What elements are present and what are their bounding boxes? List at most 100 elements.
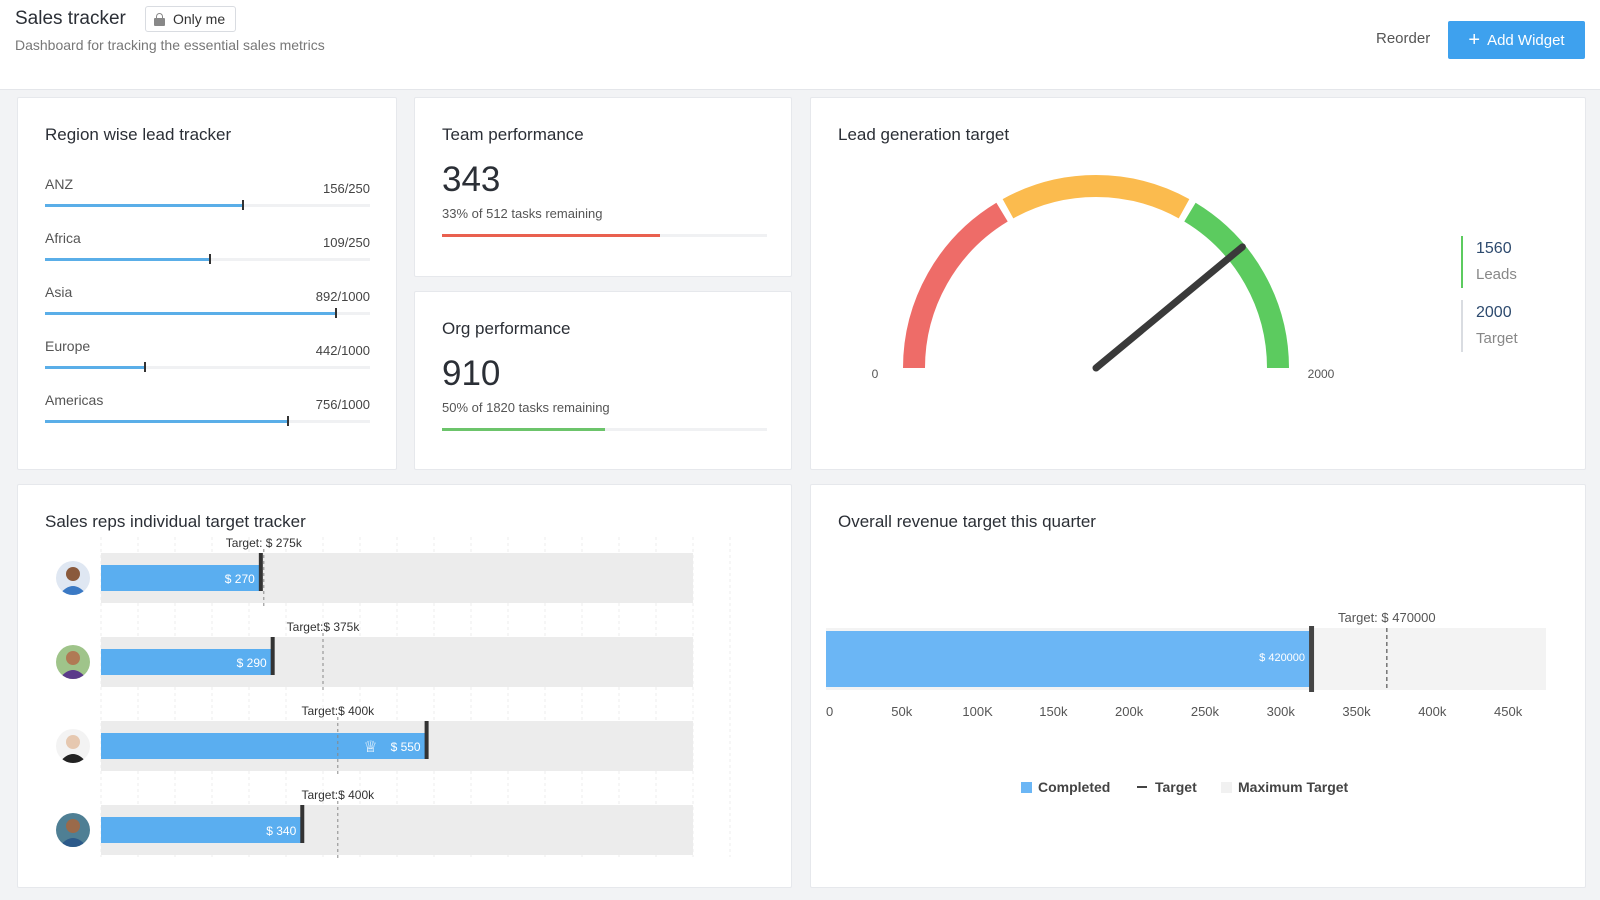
rep-value-bar: [101, 817, 303, 843]
region-progress-track: [45, 416, 370, 426]
leads-label: Leads: [1476, 266, 1517, 283]
legend-maximum-target[interactable]: Maximum Target: [1221, 779, 1348, 795]
reps-bullet-chart: Target: $ 275k $ 270 Target:$ 375k $ 290 Tar…: [100, 536, 731, 859]
gauge-segment-mid: [1002, 175, 1190, 219]
region-name: ANZ: [45, 176, 73, 192]
region-value: 109/250: [323, 235, 370, 250]
legend-swatch-maximum: [1221, 781, 1232, 793]
region-progress-track: [45, 308, 370, 318]
region-name: Europe: [45, 338, 91, 354]
legend-swatch-target: [1137, 786, 1147, 788]
lead-gauge: 0 2000: [872, 175, 1335, 381]
region-value: 442/1000: [315, 343, 370, 358]
org-progress-fill: [442, 428, 605, 431]
rep-value-marker: [270, 637, 275, 675]
region-progress-fill: [45, 420, 288, 423]
team-progress-track: [442, 234, 767, 237]
region-target-marker: [287, 416, 290, 426]
lock-icon: [154, 12, 165, 26]
revenue-x-tick-label: 0: [826, 704, 833, 719]
region-target-marker: [209, 254, 212, 264]
region-progress-fill: [45, 258, 210, 261]
region-row: Europe 442/1000: [45, 338, 370, 378]
region-name: Africa: [45, 230, 81, 246]
revenue-completed-bar: [826, 631, 1312, 687]
revenue-x-tick-label: 300k: [1267, 704, 1296, 719]
revenue-x-tick-label: 50k: [891, 704, 912, 719]
revenue-x-tick-label: 100K: [962, 704, 993, 719]
revenue-x-tick-label: 200k: [1115, 704, 1144, 719]
region-value: 756/1000: [315, 397, 370, 412]
widget-title: Region wise lead tracker: [45, 125, 232, 144]
region-row: Africa 109/250: [45, 230, 370, 270]
team-progress-fill: [442, 234, 660, 237]
reps-bars: Target: $ 275k $ 270 Target:$ 375k $ 290 Tar…: [101, 536, 693, 859]
dashboard-title: Sales tracker: [15, 8, 126, 29]
org-progress-track: [442, 428, 767, 431]
lead-generation-target-widget: Lead generation target 0 2000 1560 Leads…: [810, 97, 1586, 470]
dashboard-subtitle: Dashboard for tracking the essential sal…: [15, 37, 325, 53]
plus-icon: +: [1468, 29, 1481, 51]
team-performance-widget: Team performance 343 33% of 512 tasks re…: [414, 97, 792, 277]
rep-value-bar: [101, 649, 273, 675]
gauge-needle: [1092, 243, 1246, 372]
revenue-x-tick-label: 350k: [1342, 704, 1371, 719]
add-widget-label: Add Widget: [1487, 31, 1565, 49]
region-value: 156/250: [323, 181, 370, 196]
gauge-segment-high: [1184, 202, 1289, 369]
rep-value-label: $ 270: [225, 572, 255, 586]
rep-target-label: Target:$ 375k: [287, 620, 361, 634]
gauge-min-label: 0: [872, 367, 879, 381]
revenue-bullet-chart: Target: $ 470000 $ 420000 0 50k 100K 150k 20…: [826, 610, 1546, 719]
sales-reps-target-widget: Sales reps individual target tracker Tar…: [17, 484, 792, 888]
reps-grid: [100, 537, 731, 857]
legend-label-maximum: Maximum Target: [1238, 779, 1349, 795]
widget-title: Sales reps individual target tracker: [45, 512, 306, 531]
region-target-marker: [241, 200, 244, 210]
revenue-x-tick-label: 250k: [1191, 704, 1220, 719]
rep-target-label: Target:$ 400k: [301, 788, 375, 802]
revenue-x-axis: 0 50k 100K 150k 200k 250k 300k 350k 400k 450k: [826, 704, 1523, 719]
target-label: Target: [1476, 330, 1518, 347]
rep-value-bar: [101, 733, 427, 759]
legend-label-target: Target: [1155, 779, 1197, 795]
revenue-target-label: Target: $ 470000: [1338, 610, 1436, 625]
avatar-icon: [59, 651, 87, 679]
rep-avatar[interactable]: [56, 561, 90, 595]
region-target-marker: [144, 362, 147, 372]
team-performance-subtitle: 33% of 512 tasks remaining: [442, 206, 603, 221]
region-target-marker: [334, 308, 337, 318]
legend-completed[interactable]: Completed: [1021, 779, 1110, 795]
widget-title: Org performance: [442, 319, 571, 338]
rep-value-label: $ 550: [391, 740, 421, 754]
rep-value-marker: [258, 553, 263, 591]
widget-title: Team performance: [442, 125, 584, 144]
gauge-segment-low: [903, 202, 1008, 369]
legend-target[interactable]: Target: [1137, 779, 1197, 795]
legend-label-completed: Completed: [1038, 779, 1111, 795]
region-progress-track: [45, 200, 370, 210]
avatar-icon: [59, 735, 87, 763]
region-lead-tracker-widget: Region wise lead tracker ANZ 156/250 Afric…: [17, 97, 397, 470]
region-progress-track: [45, 362, 370, 372]
revenue-data-label: $ 420000: [1259, 652, 1305, 664]
rep-value-bar: [101, 565, 261, 591]
leads-value: 1560: [1476, 240, 1512, 257]
region-progress-fill: [45, 204, 242, 207]
rep-avatar[interactable]: [56, 813, 90, 847]
target-legend: 2000 Target: [1461, 300, 1551, 352]
region-value: 892/1000: [315, 289, 370, 304]
revenue-target-widget: Overall revenue target this quarter Targ…: [810, 484, 1586, 888]
org-performance-widget: Org performance 910 50% of 1820 tasks re…: [414, 291, 792, 470]
revenue-completed-marker: [1309, 626, 1315, 692]
dashboard-header: Sales tracker Only me Dashboard for trac…: [0, 0, 1600, 90]
add-widget-button[interactable]: + Add Widget: [1448, 21, 1585, 59]
revenue-x-tick-label: 450k: [1494, 704, 1523, 719]
reorder-button[interactable]: Reorder: [1376, 30, 1431, 47]
rep-target-label: Target:$ 400k: [301, 704, 375, 718]
region-row: ANZ 156/250: [45, 176, 370, 216]
org-performance-value: 910: [442, 354, 501, 393]
rep-avatar[interactable]: [56, 729, 90, 763]
rep-avatar[interactable]: [56, 645, 90, 679]
privacy-toggle[interactable]: Only me: [145, 6, 237, 32]
